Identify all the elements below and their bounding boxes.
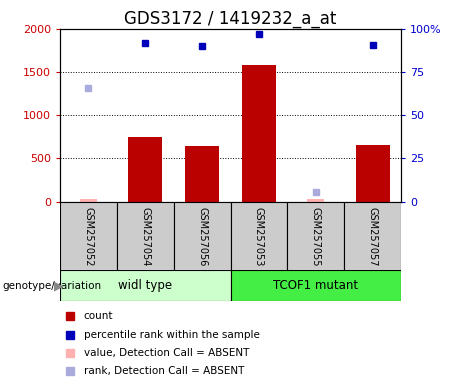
- Bar: [230, 202, 287, 271]
- Bar: [287, 202, 344, 271]
- Bar: [344, 202, 401, 271]
- Bar: [230, 270, 401, 301]
- Bar: [174, 202, 230, 271]
- Bar: [60, 202, 117, 271]
- Text: GSM257052: GSM257052: [83, 207, 94, 266]
- Text: percentile rank within the sample: percentile rank within the sample: [84, 329, 260, 339]
- Text: GDS3172 / 1419232_a_at: GDS3172 / 1419232_a_at: [124, 10, 337, 28]
- Bar: [60, 270, 230, 301]
- Text: ▶: ▶: [54, 279, 64, 292]
- Bar: [185, 146, 219, 202]
- Text: TCOF1 mutant: TCOF1 mutant: [273, 279, 358, 292]
- Bar: [117, 202, 174, 271]
- Text: genotype/variation: genotype/variation: [2, 281, 101, 291]
- Text: GSM257054: GSM257054: [140, 207, 150, 266]
- Text: GSM257057: GSM257057: [367, 207, 378, 266]
- Bar: [80, 199, 97, 202]
- Text: widl type: widl type: [118, 279, 172, 292]
- Bar: [355, 145, 390, 202]
- Text: GSM257053: GSM257053: [254, 207, 264, 266]
- Text: GSM257055: GSM257055: [311, 207, 321, 266]
- Bar: [242, 65, 276, 202]
- Bar: [307, 199, 324, 202]
- Text: count: count: [84, 311, 113, 321]
- Text: GSM257056: GSM257056: [197, 207, 207, 266]
- Text: value, Detection Call = ABSENT: value, Detection Call = ABSENT: [84, 348, 249, 358]
- Bar: [128, 137, 162, 202]
- Text: rank, Detection Call = ABSENT: rank, Detection Call = ABSENT: [84, 366, 244, 376]
